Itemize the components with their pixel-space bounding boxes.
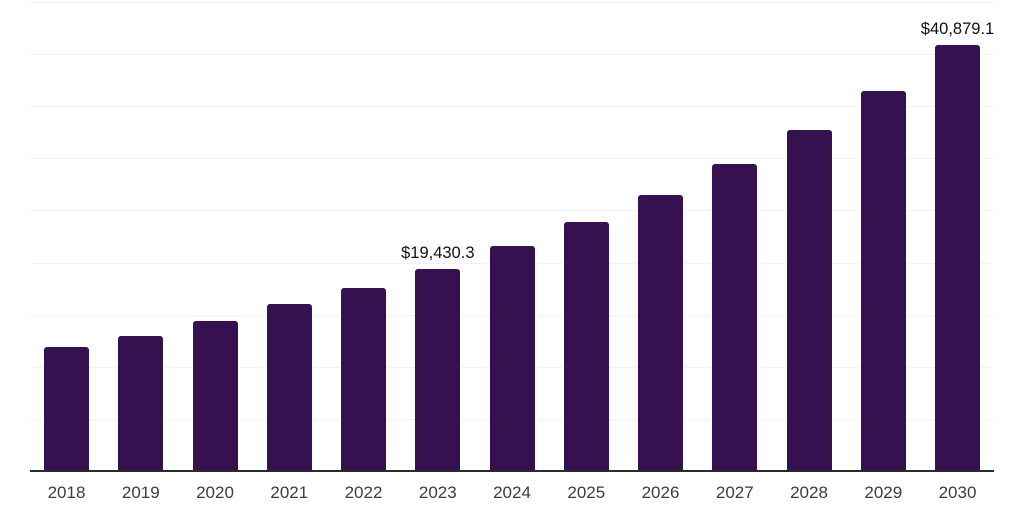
bar-2030 [935, 44, 980, 471]
gridline [30, 158, 994, 159]
bar-2022 [341, 287, 386, 471]
bar-2027 [712, 163, 758, 471]
bar-2021 [266, 304, 312, 471]
value-label-2023: $19,430.3 [401, 244, 475, 262]
x-tick-label-2024: 2024 [493, 483, 531, 502]
gridline [30, 2, 994, 3]
x-tick-label-2029: 2029 [864, 483, 903, 502]
x-tick-label-2028: 2028 [790, 483, 828, 502]
gridline [30, 210, 994, 211]
x-tick-label-2021: 2021 [270, 483, 309, 502]
value-label-2030: $40,879.1 [920, 20, 995, 39]
gridline [30, 106, 994, 107]
gridline [30, 54, 994, 55]
bar-2018 [44, 347, 89, 471]
x-tick-label-2030: 2030 [938, 483, 977, 502]
plot-area: $19,430.3 $40,879.1 [30, 2, 995, 472]
bar-2024 [489, 246, 535, 471]
x-tick-label-2019: 2019 [121, 483, 160, 502]
x-tick-label-2025: 2025 [567, 483, 606, 502]
x-tick-label-2026: 2026 [641, 483, 680, 502]
bar-2023 [415, 268, 461, 471]
x-tick-label-2022: 2022 [344, 483, 383, 502]
bar-2025 [563, 222, 609, 471]
x-tick-label-2018: 2018 [47, 483, 86, 502]
bar-2029 [860, 90, 906, 471]
x-tick-label-2023: 2023 [418, 483, 457, 502]
bar-2019 [118, 336, 164, 471]
bar-2026 [638, 195, 683, 471]
x-axis-line [30, 470, 994, 472]
x-tick-label-2020: 2020 [196, 483, 234, 502]
x-axis-labels: 2018 2019 2020 2021 2022 2023 2024 2025 2026 2027… [30, 483, 994, 507]
bar-2028 [786, 129, 832, 471]
bar-2020 [192, 321, 238, 471]
x-tick-label-2027: 2027 [715, 483, 754, 502]
